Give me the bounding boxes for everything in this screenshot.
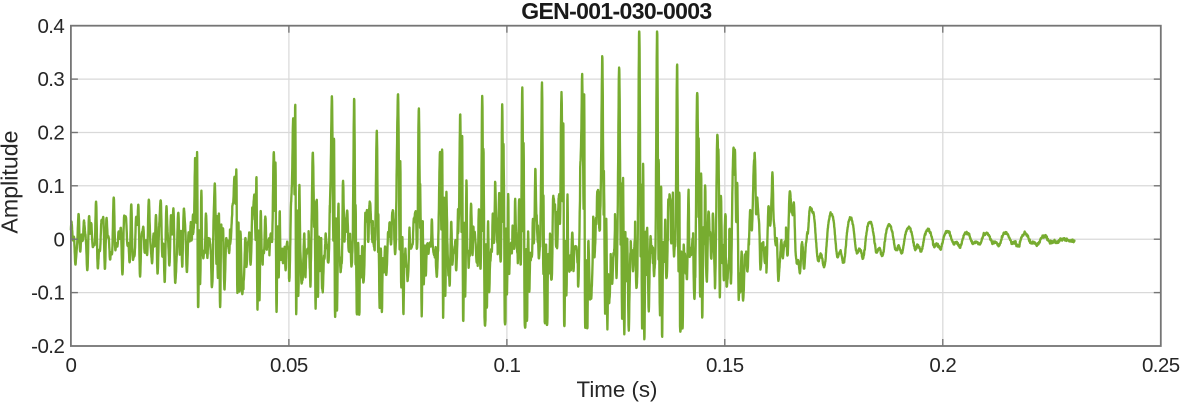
svg-text:0.1: 0.1 <box>37 175 64 198</box>
svg-text:-0.2: -0.2 <box>31 335 64 358</box>
svg-text:0.2: 0.2 <box>37 122 64 145</box>
svg-text:GEN-001-030-0003: GEN-001-030-0003 <box>521 0 711 24</box>
svg-text:Amplitude: Amplitude <box>0 130 23 233</box>
svg-text:0.2: 0.2 <box>929 354 956 377</box>
svg-text:0.15: 0.15 <box>706 354 744 377</box>
svg-text:0: 0 <box>65 354 76 377</box>
svg-text:0: 0 <box>53 228 64 251</box>
svg-text:0.4: 0.4 <box>37 15 64 38</box>
svg-text:-0.1: -0.1 <box>31 282 64 305</box>
svg-text:0.05: 0.05 <box>270 354 308 377</box>
svg-text:0.1: 0.1 <box>493 354 520 377</box>
svg-text:0.3: 0.3 <box>37 68 64 91</box>
svg-text:Time (s): Time (s) <box>577 377 658 402</box>
svg-text:0.25: 0.25 <box>1142 354 1180 377</box>
